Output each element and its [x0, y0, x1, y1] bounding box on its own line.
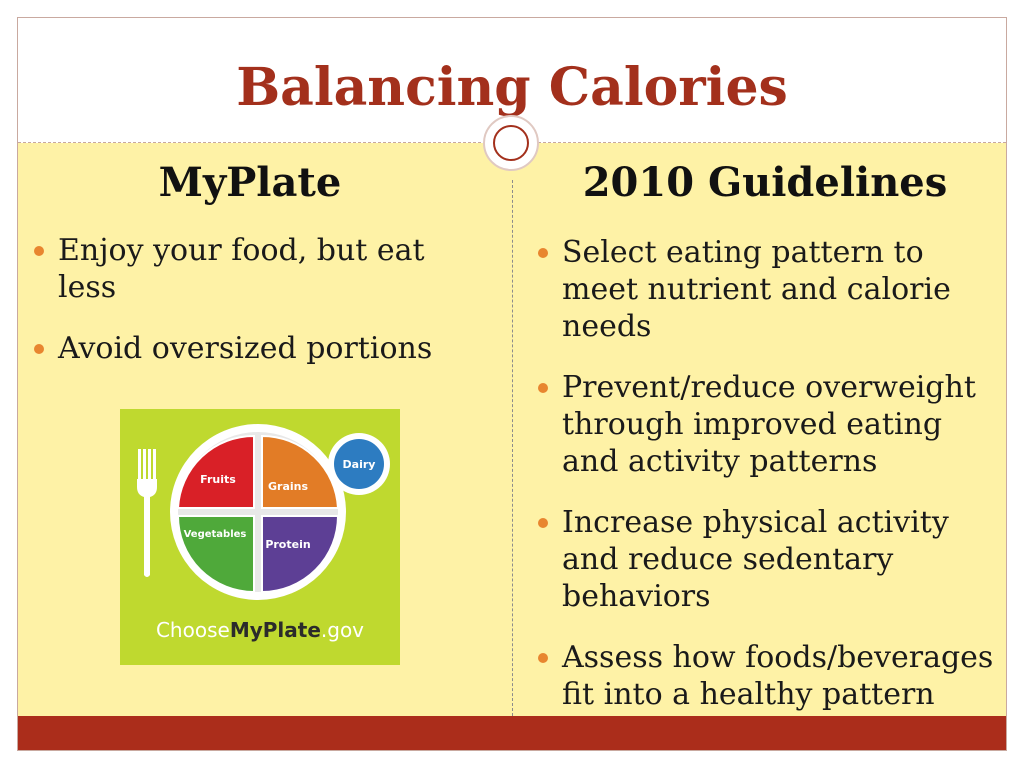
- protein-segment: [261, 515, 340, 594]
- bullet-dot-icon: [34, 246, 44, 256]
- myplate-graphic: Fruits Grains Vegetables Protein Dairy C…: [137, 424, 390, 642]
- right-bullet-list: Select eating pattern to meet nutrient a…: [536, 234, 1002, 737]
- dairy-label: Dairy: [343, 458, 376, 471]
- vegetables-segment: [176, 515, 255, 594]
- list-item: Increase physical activity and reduce se…: [536, 504, 1002, 615]
- bullet-dot-icon: [34, 344, 44, 354]
- vegetables-label: Vegetables: [184, 529, 247, 540]
- slide-frame: [17, 17, 1007, 751]
- grains-segment: [261, 434, 340, 509]
- bullet-text: Prevent/reduce overweight through improv…: [562, 370, 976, 479]
- bullet-dot-icon: [538, 653, 548, 663]
- footer-bar: [18, 716, 1006, 750]
- fork-icon: [137, 449, 157, 577]
- left-bullet-list: Enjoy your food, but eat less Avoid over…: [32, 232, 452, 391]
- bullet-text: Assess how foods/beverages fit into a he…: [562, 640, 994, 712]
- fruits-label: Fruits: [200, 473, 236, 486]
- ornament-ring: [493, 125, 529, 161]
- column-divider: [512, 180, 513, 716]
- slide-title: Balancing Calories: [236, 57, 788, 118]
- choosemyplate-wordmark: ChooseMyPlate.gov: [156, 618, 364, 642]
- list-item: Enjoy your food, but eat less: [32, 232, 452, 306]
- circle-ornament-icon: [483, 115, 539, 171]
- list-item: Avoid oversized portions: [32, 330, 452, 367]
- list-item: Prevent/reduce overweight through improv…: [536, 369, 1002, 480]
- fruits-segment: [176, 434, 255, 509]
- grains-label: Grains: [268, 480, 308, 493]
- bullet-text: Enjoy your food, but eat less: [58, 233, 425, 305]
- left-column-heading: MyPlate: [158, 159, 342, 206]
- list-item: Select eating pattern to meet nutrient a…: [536, 234, 1002, 345]
- right-column-heading: 2010 Guidelines: [582, 159, 948, 206]
- myplate-logo: Fruits Grains Vegetables Protein Dairy C…: [120, 409, 400, 665]
- bullet-dot-icon: [538, 383, 548, 393]
- bullet-text: Increase physical activity and reduce se…: [562, 505, 949, 614]
- protein-label: Protein: [265, 538, 310, 551]
- bullet-dot-icon: [538, 248, 548, 258]
- bullet-dot-icon: [538, 518, 548, 528]
- list-item: Assess how foods/beverages fit into a he…: [536, 639, 1002, 713]
- bullet-text: Avoid oversized portions: [58, 331, 433, 366]
- bullet-text: Select eating pattern to meet nutrient a…: [562, 235, 951, 344]
